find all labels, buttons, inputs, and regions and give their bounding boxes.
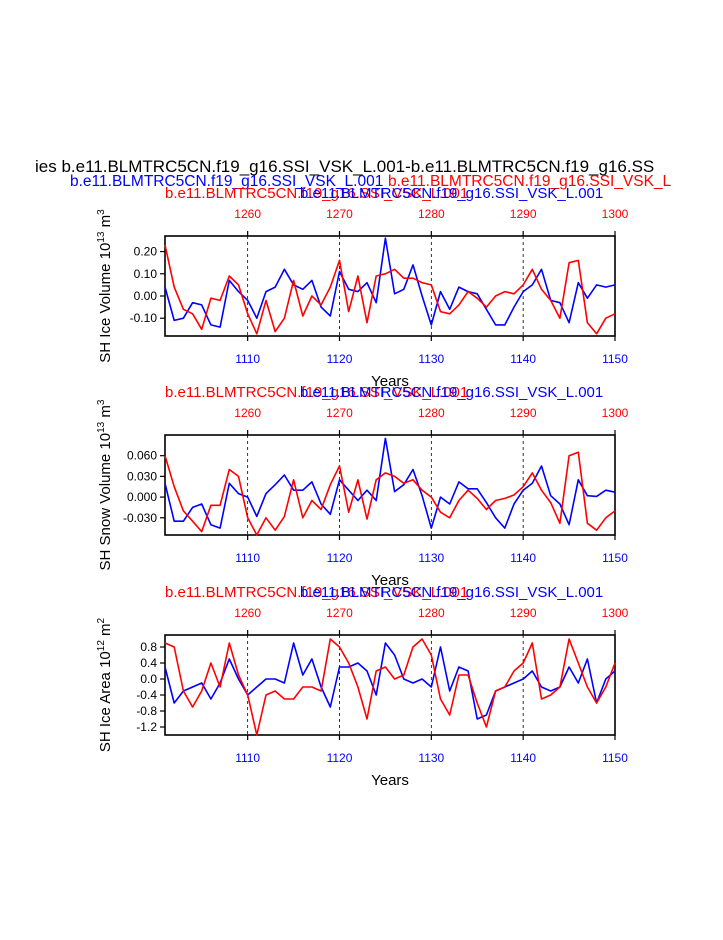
snow-volume-title-blue: b.e11.BLMTRC5CN.f19_g16.SSI_VSK_L.001 — [300, 384, 603, 401]
ice-volume-series-red-line — [164, 244, 616, 335]
snow-volume-series-red-line — [164, 451, 616, 536]
ice-area-x-tick-label-bottom: 1140 — [510, 751, 536, 765]
snow-volume-title-red: b.e11.BLMTRC5CN.f19_g16.SSI_VSK_L.001 — [165, 384, 468, 401]
ice-area-x-tick-label-bottom: 1150 — [602, 751, 628, 765]
snow-volume-y-tick-label: 0.000 — [127, 490, 157, 504]
snow-volume-x-tick-label-bottom: 1130 — [418, 551, 444, 565]
ice-area-x-tick-label-top: 1280 — [418, 606, 445, 620]
ice-volume-x-tick-label-bottom: 1110 — [235, 352, 260, 366]
snow-volume-y-tick-label: 0.030 — [127, 469, 157, 483]
snow-volume-x-tick-label-top: 1260 — [234, 406, 261, 420]
ice-area-x-tick-label-top: 1290 — [510, 606, 537, 620]
ice-volume-y-tick-label: 0.00 — [134, 289, 158, 303]
snow-volume-series-blue-line — [164, 437, 616, 529]
ice-volume-y-axis-label: SH Ice Volume 1013 m3 — [96, 209, 114, 363]
ice-volume-y-tick-label: 0.20 — [134, 245, 158, 259]
run-title-blue: b.e11.BLMTRC5CN.f19_g16.SSI_VSK_L.001 — [70, 173, 383, 190]
ice-volume-x-tick-label-bottom: 1150 — [602, 352, 628, 366]
ice-area-y-tick-label: 0.0 — [140, 672, 157, 686]
snow-volume-x-axis-label: Years — [371, 572, 409, 589]
ice-volume-x-tick-label-bottom: 1120 — [327, 352, 353, 366]
snow-volume-y-tick-label: -0.030 — [123, 511, 157, 525]
ice-area-y-tick-label: -1.2 — [136, 720, 157, 734]
ice-volume-x-axis-label: Years — [371, 373, 409, 390]
ice-area-title-red: b.e11.BLMTRC5CN.f19_g16.SSI_VSK_L.001 — [165, 584, 468, 601]
ice-area-panel: -1.2 -0.8 -0.4 0.0 0.4 0.8 1110 1120 1130 1140 115… — [96, 584, 629, 789]
ice-area-y-tick-label: 0.8 — [140, 640, 157, 654]
snow-volume-x-tick-label-top: 1270 — [326, 406, 353, 420]
snow-volume-x-tick-label-top: 1280 — [418, 406, 445, 420]
snow-volume-x-tick-label-bottom: 1140 — [510, 551, 536, 565]
ice-area-x-tick-label-top: 1270 — [326, 606, 353, 620]
ice-area-y-tick-label: 0.4 — [140, 656, 157, 670]
ice-area-y-tick-label: -0.4 — [136, 688, 157, 702]
ice-area-title-blue: b.e11.BLMTRC5CN.f19_g16.SSI_VSK_L.001 — [300, 584, 603, 601]
run-title-red: b.e11.BLMTRC5CN.f19_g16.SSI_VSK_L — [388, 173, 672, 190]
ice-volume-x-tick-label-bottom: 1130 — [418, 352, 444, 366]
snow-volume-panel: -0.030 0.000 0.030 0.060 1110 1120 1130 1140 115… — [96, 384, 629, 589]
snow-volume-x-tick-label-bottom: 1110 — [235, 551, 260, 565]
ice-volume-x-tick-label-bottom: 1140 — [510, 352, 536, 366]
ice-area-x-axis-label: Years — [371, 772, 409, 789]
ice-area-series-blue-line — [164, 642, 616, 720]
main-title: ies b.e11.BLMTRC5CN.f19_g16.SSI_VSK_L.00… — [35, 157, 654, 176]
snow-volume-y-tick-label: 0.060 — [127, 449, 157, 463]
ice-volume-x-tick-label-top: 1260 — [234, 207, 261, 221]
ice-volume-panel: -0.10 0.00 0.10 0.20 1110 1120 1130 1140 1150 126… — [96, 185, 629, 390]
ice-volume-title-blue: b.e11.BLMTRC5CN.f19_g16.SSI_VSK_L.001 — [300, 185, 603, 202]
ice-volume-x-tick-label-top: 1280 — [418, 207, 445, 221]
ice-volume-series-blue-line — [164, 237, 616, 328]
ice-area-x-tick-label-bottom: 1110 — [235, 751, 260, 765]
ice-area-x-tick-label-bottom: 1120 — [327, 751, 353, 765]
ice-volume-x-tick-label-top: 1290 — [510, 207, 537, 221]
ice-area-x-tick-label-bottom: 1130 — [418, 751, 444, 765]
ice-volume-x-tick-label-top: 1270 — [326, 207, 353, 221]
snow-volume-x-tick-label-top: 1300 — [602, 406, 629, 420]
snow-volume-x-tick-label-top: 1290 — [510, 406, 537, 420]
ice-area-x-tick-label-top: 1300 — [602, 606, 629, 620]
ice-area-series-red-line — [164, 638, 616, 736]
ice-volume-title-red: b.e11.BLMTRC5CN.f19_g16.SSI_VSK_L.001 — [165, 185, 468, 202]
snow-volume-y-axis-label: SH Snow Volume 1013 m3 — [96, 399, 114, 570]
ice-area-y-axis-label: SH Ice Area 1012 m2 — [96, 617, 114, 752]
snow-volume-x-tick-label-bottom: 1150 — [602, 551, 628, 565]
ice-area-y-tick-label: -0.8 — [136, 704, 157, 718]
ice-volume-y-tick-label: -0.10 — [130, 311, 158, 325]
ice-area-x-tick-label-top: 1260 — [234, 606, 261, 620]
ice-area-plot-frame — [164, 634, 616, 736]
snow-volume-x-tick-label-bottom: 1120 — [327, 551, 353, 565]
ice-volume-y-tick-label: 0.10 — [134, 267, 158, 281]
ice-volume-plot-frame — [164, 235, 616, 337]
ice-volume-x-tick-label-top: 1300 — [602, 207, 629, 221]
